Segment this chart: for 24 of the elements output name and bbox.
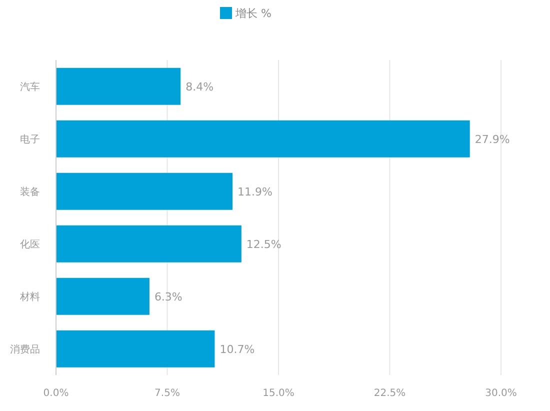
y-tick-label: 化医 <box>20 238 40 250</box>
x-tick-label: 7.5% <box>154 388 180 400</box>
x-tick-label: 22.5% <box>374 388 406 400</box>
bar <box>56 330 215 368</box>
y-tick-label: 电子 <box>20 133 40 146</box>
y-tick-label: 材料 <box>19 290 40 303</box>
data-label: 10.7% <box>220 342 255 356</box>
x-tick-label: 30.0% <box>485 388 517 400</box>
x-tick-label: 15.0% <box>262 388 294 400</box>
bar <box>56 225 242 262</box>
data-label: 11.9% <box>238 185 272 198</box>
legend-label: 增长 % <box>236 7 272 20</box>
y-tick-label: 汽车 <box>20 80 40 93</box>
bar <box>56 120 470 158</box>
y-tick-label: 装备 <box>20 186 40 198</box>
bar <box>56 68 181 105</box>
bar <box>56 172 233 210</box>
data-label: 8.4% <box>186 80 214 94</box>
y-tick-label: 消费品 <box>10 343 40 356</box>
data-label: 6.3% <box>154 290 182 304</box>
bar <box>56 278 150 315</box>
data-label: 27.9% <box>474 132 510 146</box>
x-tick-label: 0.0% <box>43 388 69 400</box>
data-label: 12.5% <box>246 238 282 251</box>
